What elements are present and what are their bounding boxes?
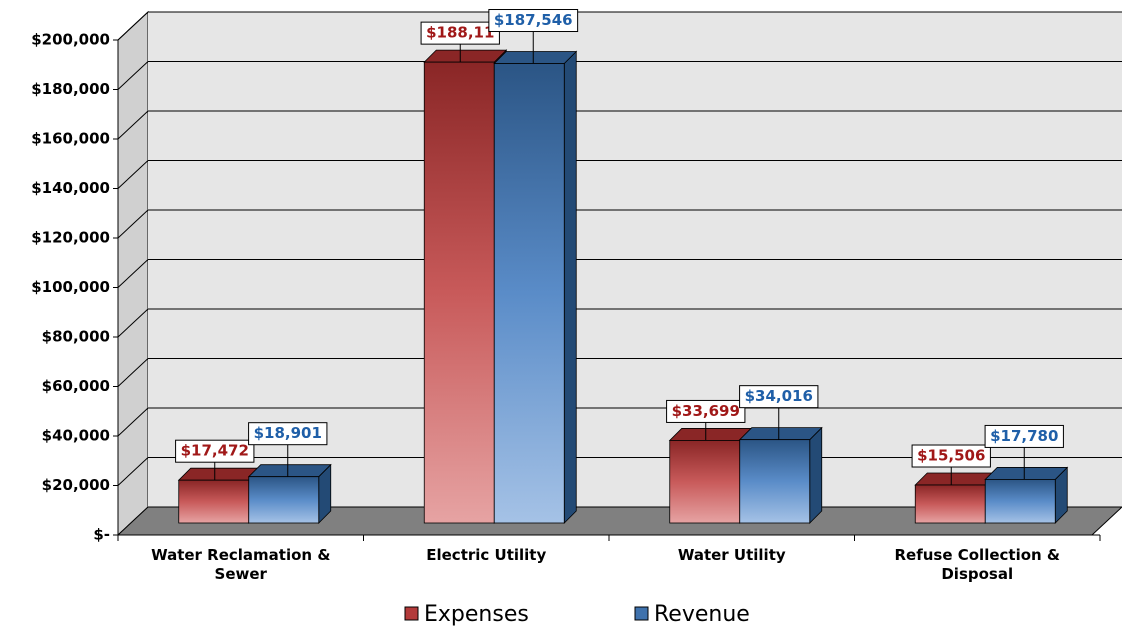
grid-line	[117, 160, 1122, 189]
bar-front	[493, 63, 565, 524]
bar-front	[669, 440, 741, 524]
bar-side	[809, 426, 823, 524]
y-tick-label: $60,000	[42, 377, 110, 395]
grid-line	[117, 358, 1122, 387]
legend-label: Expenses	[424, 602, 529, 627]
bar	[738, 426, 823, 524]
value-label: $188,11	[426, 24, 494, 42]
value-label: $17,780	[990, 427, 1058, 445]
y-tick-label: $80,000	[42, 328, 110, 346]
bar-side	[563, 50, 577, 524]
bar-front	[248, 476, 320, 524]
y-tick-label: $100,000	[31, 278, 110, 296]
bar-top	[493, 51, 578, 64]
value-label-box	[911, 444, 991, 468]
y-tick-label: $160,000	[31, 130, 110, 148]
value-label: $34,016	[745, 387, 813, 405]
grid-line	[117, 308, 1122, 338]
x-tick-label: Refuse Collection & Disposal	[894, 546, 1060, 583]
value-label: $18,901	[254, 424, 322, 442]
x-tick-label: Water Reclamation & Sewer	[151, 546, 331, 583]
value-label-box	[739, 385, 819, 409]
bar-top	[984, 467, 1069, 480]
bar-top	[668, 428, 753, 441]
y-tick-label: $140,000	[31, 179, 110, 197]
bar-front	[423, 61, 495, 524]
legend-label: Revenue	[654, 602, 750, 627]
y-tick-label: $180,000	[31, 80, 110, 98]
grid-line	[117, 110, 1122, 140]
grid-line	[117, 259, 1122, 288]
legend-swatch	[634, 606, 649, 621]
value-label: $187,546	[494, 11, 573, 29]
bar-front	[739, 439, 811, 524]
value-label-box	[984, 424, 1064, 448]
bar	[247, 463, 332, 524]
value-label-box	[666, 399, 746, 423]
grid-line	[117, 209, 1122, 239]
value-label: $15,506	[917, 447, 985, 465]
bar-top	[738, 427, 823, 441]
y-tick-label: $120,000	[31, 229, 110, 247]
x-tick-label: Electric Utility	[426, 546, 547, 564]
value-label-box	[248, 422, 328, 446]
bar-front	[984, 479, 1056, 524]
grid-line	[117, 61, 1122, 90]
value-label-box	[175, 439, 255, 463]
value-label-box	[420, 21, 500, 45]
bar-top	[423, 49, 508, 63]
y-tick-label: $-	[93, 526, 110, 544]
bar	[493, 50, 578, 524]
y-tick-label: $20,000	[42, 476, 110, 494]
y-tick-label: $200,000	[31, 31, 110, 49]
value-label-box	[488, 9, 579, 33]
x-tick-label: Water Utility	[677, 546, 786, 564]
y-tick-label: $40,000	[42, 427, 110, 445]
bar	[984, 466, 1069, 524]
value-label: $33,699	[672, 402, 740, 420]
bar-top	[247, 464, 332, 478]
legend-swatch	[404, 606, 419, 621]
value-label: $17,472	[181, 442, 249, 460]
grid-line	[117, 11, 1122, 41]
bar-front	[914, 484, 986, 524]
bar-front	[178, 479, 250, 524]
